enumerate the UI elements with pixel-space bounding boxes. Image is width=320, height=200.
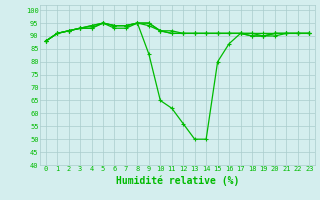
X-axis label: Humidité relative (%): Humidité relative (%) bbox=[116, 175, 239, 186]
